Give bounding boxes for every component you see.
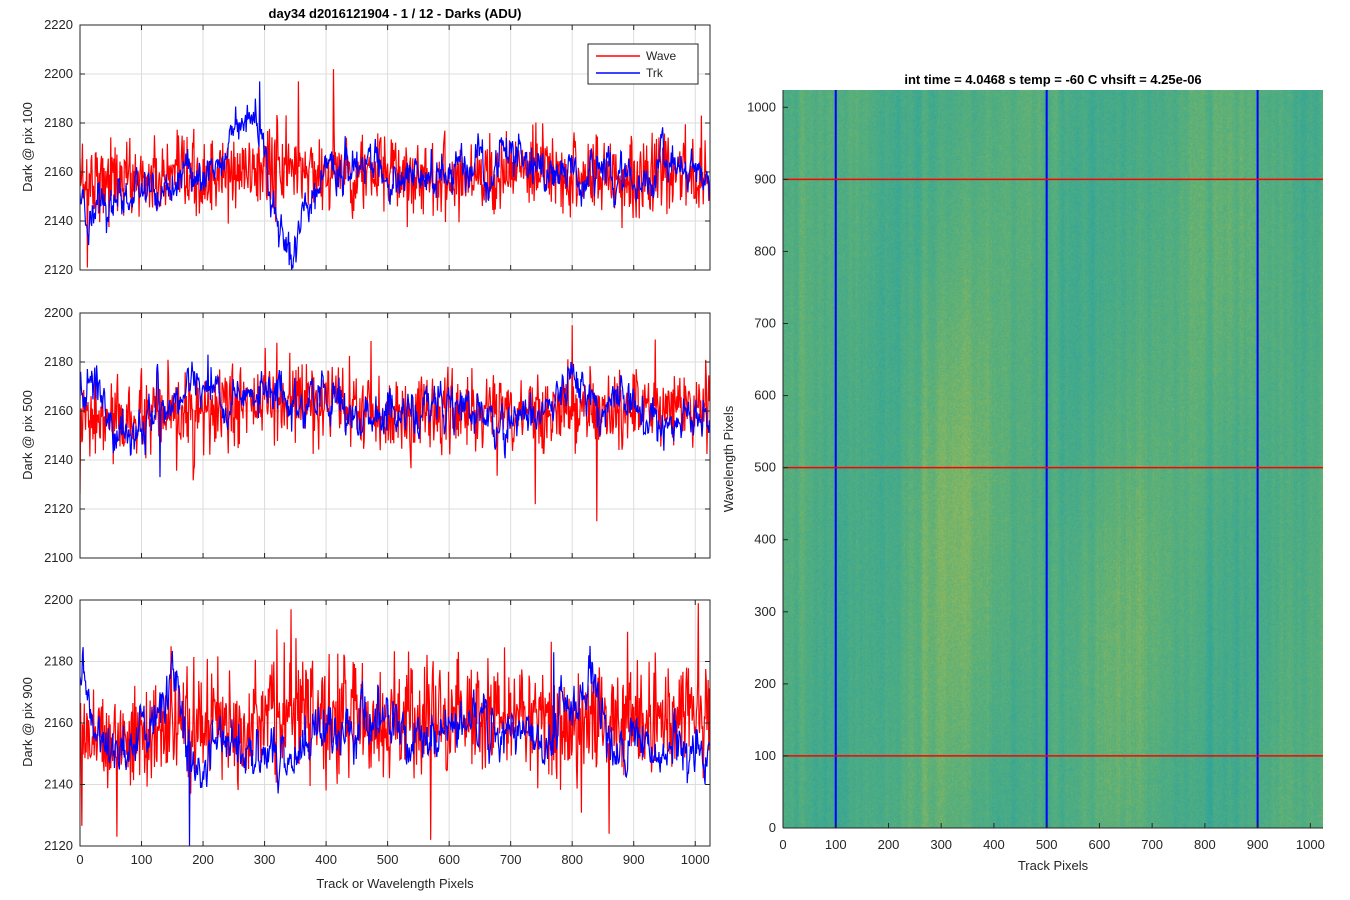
heatmap-ylabel: Wavelength Pixels — [721, 405, 736, 512]
y-tick-label: 2140 — [44, 452, 73, 467]
heatmap-x-tick-label: 500 — [1036, 837, 1058, 852]
heatmap-y-tick-label: 0 — [769, 820, 776, 835]
heatmap-panel: int time = 4.0468 s temp = -60 C vhsift … — [721, 72, 1325, 873]
x-tick-label: 400 — [315, 852, 337, 867]
y-tick-label: 2180 — [44, 354, 73, 369]
heatmap-y-tick-label: 300 — [754, 604, 776, 619]
y-tick-label: 2200 — [44, 305, 73, 320]
legend-label-trk: Trk — [646, 66, 664, 80]
axes-frame — [79, 24, 711, 271]
heatmap-x-tick-label: 800 — [1194, 837, 1216, 852]
x-tick-label: 700 — [500, 852, 522, 867]
line-plot-pix-500: Dark @ pix 500 2100 2120 2140 2160 2180 2200 — [20, 305, 711, 565]
y-tick-label: 2140 — [44, 777, 73, 792]
heatmap-y-tick-label: 500 — [754, 460, 776, 475]
y-tick-label: 2120 — [44, 501, 73, 516]
plot-area — [80, 313, 710, 558]
heatmap-x-tick-label: 900 — [1247, 837, 1269, 852]
ylabel-pix-900: Dark @ pix 900 — [20, 677, 35, 767]
y-tick-label: 2220 — [44, 17, 73, 32]
heatmap-y-tick-label: 900 — [754, 171, 776, 186]
y-tick-label: 2120 — [44, 262, 73, 277]
heatmap-x-tick-label: 100 — [825, 837, 847, 852]
heatmap-x-tick-label: 300 — [930, 837, 952, 852]
heatmap-x-tick-label: 700 — [1141, 837, 1163, 852]
heatmap-y-tick-label: 600 — [754, 388, 776, 403]
y-tick-label: 2160 — [44, 715, 73, 730]
x-tick-label: 800 — [561, 852, 583, 867]
axes-frame — [79, 312, 711, 559]
heatmap-title: int time = 4.0468 s temp = -60 C vhsift … — [904, 72, 1201, 87]
heatmap-x-tick-label: 400 — [983, 837, 1005, 852]
x-tick-label: 500 — [377, 852, 399, 867]
y-tick-label: 2200 — [44, 66, 73, 81]
x-tick-label: 0 — [76, 852, 83, 867]
xlabel-track-or-wavelength: Track or Wavelength Pixels — [316, 876, 474, 891]
y-tick-label: 2160 — [44, 403, 73, 418]
x-tick-label: 1000 — [681, 852, 710, 867]
x-tick-label: 300 — [254, 852, 276, 867]
heatmap-y-tick-label: 200 — [754, 676, 776, 691]
y-tick-label: 2180 — [44, 654, 73, 669]
series-line-trk — [80, 354, 710, 478]
y-tick-label: 2180 — [44, 115, 73, 130]
x-tick-label: 100 — [131, 852, 153, 867]
line-plot-pix-100: day34 d2016121904 - 1 / 12 - Darks (ADU)… — [20, 6, 711, 277]
y-tick-label: 2160 — [44, 164, 73, 179]
ylabel-pix-100: Dark @ pix 100 — [20, 102, 35, 192]
heatmap-x-tick-label: 600 — [1089, 837, 1111, 852]
legend: Wave Trk — [587, 43, 699, 85]
heatmap-y-tick-label: 700 — [754, 316, 776, 331]
heatmap-xlabel: Track Pixels — [1018, 858, 1089, 873]
series-line-trk — [80, 81, 710, 270]
figure-title: day34 d2016121904 - 1 / 12 - Darks (ADU) — [269, 6, 522, 21]
x-tick-label: 600 — [438, 852, 460, 867]
x-tick-label: 900 — [623, 852, 645, 867]
legend-box — [587, 43, 699, 85]
heatmap-y-tick-label: 100 — [754, 748, 776, 763]
x-tick-label: 200 — [192, 852, 214, 867]
heatmap-x-tick-label: 1000 — [1296, 837, 1325, 852]
y-tick-label: 2120 — [44, 838, 73, 853]
y-tick-label: 2140 — [44, 213, 73, 228]
heatmap-image — [783, 90, 1323, 828]
legend-label-wave: Wave — [646, 49, 677, 63]
heatmap-x-tick-label: 0 — [779, 837, 786, 852]
y-tick-label: 2200 — [44, 592, 73, 607]
heatmap-x-tick-label: 200 — [878, 837, 900, 852]
heatmap-y-tick-label: 1000 — [747, 99, 776, 114]
heatmap-y-tick-label: 800 — [754, 243, 776, 258]
series-line-trk — [80, 645, 710, 846]
heatmap-y-tick-label: 400 — [754, 532, 776, 547]
y-tick-label: 2100 — [44, 550, 73, 565]
line-plot-pix-900: Dark @ pix 900 Track or Wavelength Pixel… — [20, 592, 711, 891]
ylabel-pix-500: Dark @ pix 500 — [20, 390, 35, 480]
